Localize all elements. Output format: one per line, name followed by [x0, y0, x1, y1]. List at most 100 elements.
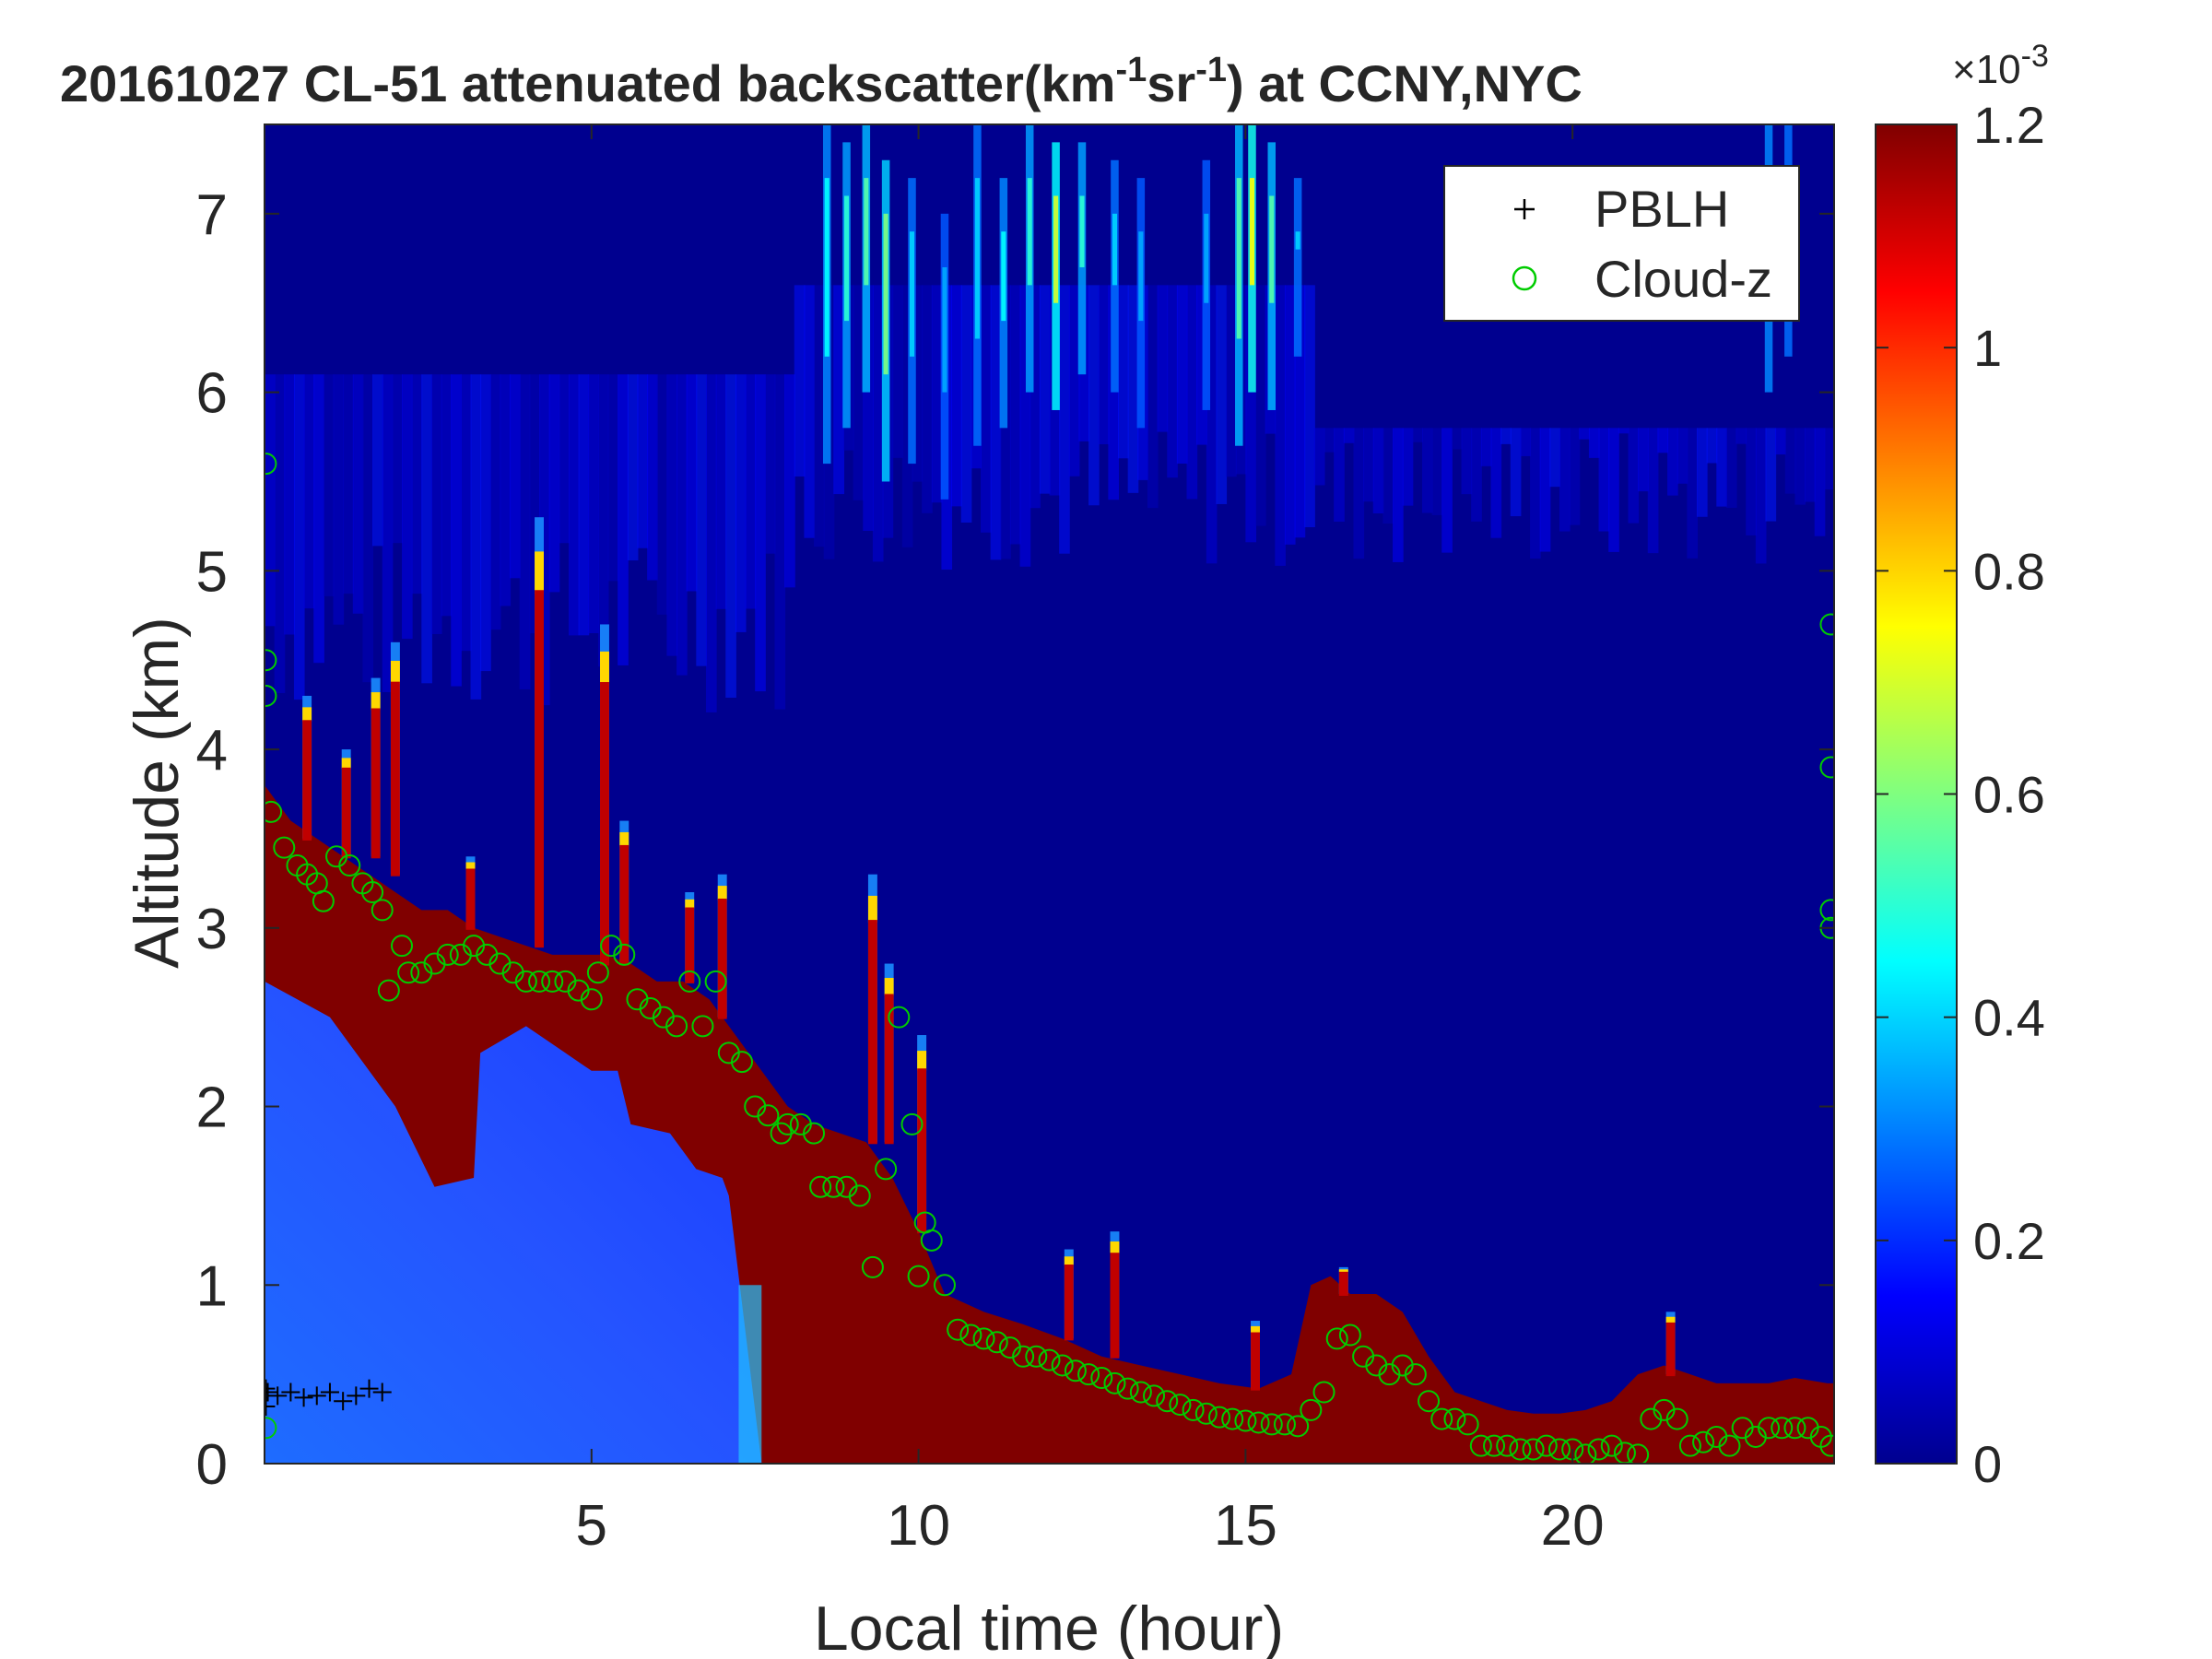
noise-column [568, 374, 580, 636]
noise-column [510, 374, 521, 579]
plume-core [1110, 1253, 1120, 1359]
cloud-z-marker [312, 889, 335, 912]
cloud-z-marker [397, 961, 420, 984]
cloud-z-marker [1783, 1417, 1806, 1440]
y-tick-label: 7 [196, 183, 228, 247]
noise-column [470, 374, 482, 700]
noise-column [1275, 285, 1286, 566]
cloud-z-marker [1627, 1443, 1650, 1464]
noise-column [1794, 428, 1806, 505]
cloud-z-marker [1287, 1415, 1310, 1438]
cloud-z-marker [1587, 1438, 1610, 1461]
noise-column [1784, 428, 1796, 494]
noise-column [804, 285, 816, 538]
cloud-streak-core [942, 266, 947, 393]
noise-column [1765, 428, 1777, 522]
noise-column [265, 374, 276, 627]
cloud-z-marker [391, 935, 414, 958]
plume-core [1665, 1322, 1676, 1377]
colorbar-tick-label: 1.2 [1973, 96, 2045, 154]
noise-column [1363, 428, 1374, 502]
cloud-z-marker [541, 970, 564, 993]
noise-column [343, 374, 354, 594]
legend-label-pblh: PBLH [1594, 180, 1729, 238]
y-tick-label: 6 [196, 362, 228, 426]
plume-core [867, 920, 877, 1145]
noise-column [1480, 428, 1492, 466]
noise-column [1098, 285, 1110, 445]
noise-column [1628, 428, 1640, 524]
plume-core [302, 720, 312, 841]
noise-column [392, 374, 404, 544]
noise-column [960, 285, 972, 523]
plume-core [917, 1068, 927, 1234]
cloud-z-marker [900, 1112, 924, 1135]
noise-column [1343, 428, 1355, 443]
cloud-z-marker [933, 1274, 956, 1297]
noise-column [912, 285, 924, 482]
noise-column [1353, 428, 1365, 559]
noise-column [1775, 428, 1786, 455]
low-aerosol-edge [738, 1285, 762, 1464]
noise-column [548, 374, 560, 593]
cloud-z-marker [1143, 1384, 1166, 1407]
plume-edge [1251, 1325, 1260, 1334]
cloud-streak-core [864, 178, 869, 286]
noise-column [1549, 428, 1560, 488]
y-tick-label: 3 [196, 898, 228, 961]
cloud-z-marker [613, 943, 636, 966]
cloud-streak-core [1249, 178, 1255, 286]
pblh-marker [268, 1386, 288, 1406]
cloud-z-marker [1325, 1327, 1348, 1350]
cloud-z-marker [1469, 1434, 1492, 1457]
cloud-z-marker [1665, 1407, 1688, 1430]
noise-column [774, 374, 786, 710]
pblh-marker [265, 1382, 277, 1402]
pblh-marker [320, 1382, 339, 1402]
noise-column [872, 285, 884, 562]
noise-column [1186, 285, 1198, 500]
colorbar-tick-label: 0 [1973, 1435, 2002, 1493]
cloud-z-marker [803, 1122, 826, 1145]
cloud-z-marker [1404, 1363, 1427, 1386]
noise-column [686, 374, 698, 592]
cloud-z-marker [665, 1015, 688, 1038]
plume-core [341, 767, 351, 859]
cloud-z-marker [959, 1324, 982, 1347]
cloud-z-marker [371, 899, 394, 922]
x-tick-label: 5 [576, 1494, 607, 1558]
cloud-z-markers [265, 453, 1834, 1464]
noise-column [725, 374, 736, 698]
cloud-z-marker [1771, 1417, 1794, 1440]
noise-column [1608, 428, 1619, 552]
pblh-marker [265, 1379, 276, 1398]
noise-column [1725, 428, 1737, 508]
noise-column [755, 374, 766, 692]
cloud-z-marker [273, 836, 296, 859]
plume-core [465, 868, 476, 930]
noise-column [1471, 428, 1482, 522]
colorbar-ticks: 0 0.2 0.4 0.6 0.8 1 1.2 [1876, 96, 2045, 1493]
plume-core [619, 844, 629, 966]
cloud-z-marker [1260, 1413, 1283, 1436]
legend-marker-pblh [1514, 199, 1535, 219]
cloud-z-marker [1819, 613, 1834, 636]
noise-column [1441, 428, 1453, 553]
noise-column [853, 285, 865, 500]
cloud-z-marker [920, 1229, 943, 1252]
cloud-z-marker [528, 970, 551, 993]
noise-column [735, 374, 747, 632]
noise-column [293, 374, 305, 700]
cloud-z-marker [1418, 1390, 1441, 1413]
noise-column [1313, 428, 1325, 486]
plume-core [371, 708, 381, 859]
chart-title: 20161027 CL-51 attenuated backscatter(km… [60, 51, 1583, 112]
cloud-z-marker [265, 800, 283, 823]
noise-column [1520, 428, 1532, 456]
cloud-z-marker [1819, 899, 1834, 922]
cloud-z-marker [1038, 1348, 1061, 1371]
cloud-z-marker [1535, 1434, 1558, 1457]
cloud-z-marker [377, 979, 400, 1002]
cloud-z-marker [436, 943, 459, 966]
colorbar-tick-label: 0.8 [1973, 542, 2045, 600]
